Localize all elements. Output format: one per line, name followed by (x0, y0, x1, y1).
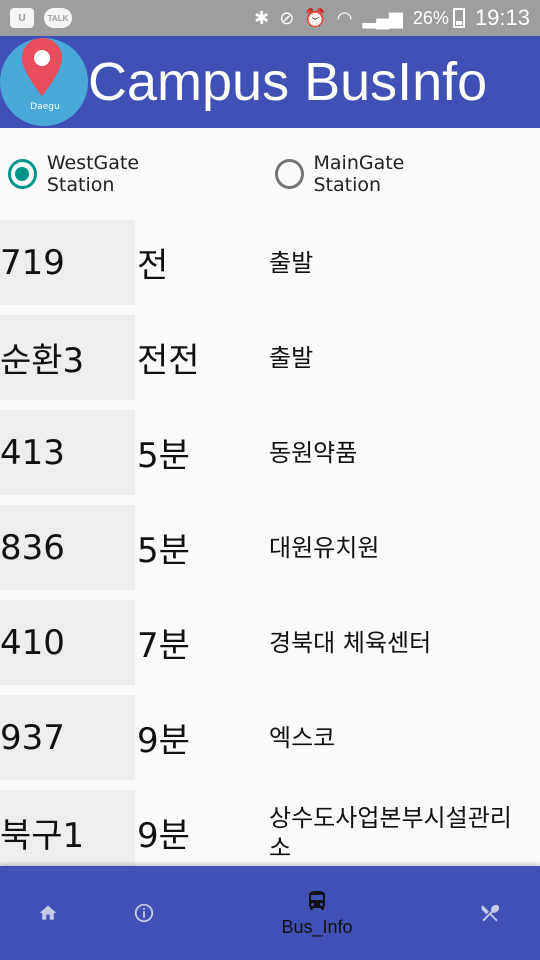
app-bar: Daegu Campus BusInfo (0, 36, 540, 128)
bus-location: 출발 (269, 248, 314, 277)
radio-maingate[interactable]: MainGate Station (274, 152, 470, 196)
location-pin-icon (22, 38, 62, 96)
list-item[interactable]: 719 전 출발 (0, 220, 540, 305)
bus-location: 경북대 체육센터 (269, 628, 432, 657)
radio-unchecked-icon (274, 159, 304, 189)
bus-number: 413 (0, 410, 135, 495)
bus-arrival: 전 (137, 246, 169, 286)
bus-number: 410 (0, 600, 135, 685)
bus-location: 엑스코 (269, 723, 336, 752)
radio-maingate-label: MainGate Station (313, 152, 405, 196)
bus-arrival: 5분 (137, 531, 190, 571)
list-item[interactable]: 순환3 전전 출발 (0, 315, 540, 400)
nav-restaurant[interactable] (468, 866, 512, 960)
talk-icon: TALK (44, 8, 72, 28)
battery-percent: 26% (412, 7, 449, 28)
nav-home[interactable] (26, 866, 70, 960)
bluetooth-icon: ✱ (254, 7, 270, 28)
bus-number: 836 (0, 505, 135, 590)
wifi-icon: ◠ (336, 7, 353, 28)
nav-bus-info[interactable]: Bus_Info (262, 866, 372, 960)
bus-list: 719 전 출발 순환3 전전 출발 413 5분 동원약품 836 5분 대원… (0, 220, 540, 885)
bus-icon (309, 890, 325, 910)
status-bar: U TALK ✱ ⊘ ⏰ ◠ ▂▄▆ 26% 19:13 (0, 0, 540, 36)
list-item[interactable]: 937 9분 엑스코 (0, 695, 540, 780)
restaurant-icon (481, 904, 500, 922)
nav-info[interactable] (122, 866, 166, 960)
bus-location: 상수도사업본부시설관리소 (269, 803, 512, 862)
bus-arrival: 5분 (137, 436, 190, 476)
list-item[interactable]: 836 5분 대원유치원 (0, 505, 540, 590)
signal-icon: ▂▄▆ (362, 7, 403, 28)
home-icon (39, 905, 57, 920)
radio-westgate-label: WestGate Station (46, 152, 140, 196)
info-icon (134, 903, 154, 923)
battery-icon (452, 8, 465, 28)
list-item[interactable]: 북구1 9분 상수도사업본부시설관리소 (0, 790, 540, 875)
nav-bus-info-label: Bus_Info (281, 916, 353, 937)
bus-location: 출발 (269, 343, 314, 372)
bus-location: 동원약품 (269, 438, 358, 467)
radio-westgate[interactable]: WestGate Station (8, 152, 205, 196)
battery-indicator: 26% (413, 8, 465, 29)
alarm-icon: ⏰ (304, 7, 327, 28)
bus-arrival: 7분 (137, 626, 190, 666)
bus-number: 순환3 (0, 315, 135, 400)
radio-checked-icon (8, 159, 37, 189)
bus-arrival: 9분 (137, 816, 190, 856)
bus-location: 대원유치원 (269, 533, 380, 562)
page-title: Campus BusInfo (88, 52, 488, 112)
app-logo: Daegu (0, 38, 88, 126)
clock: 19:13 (474, 5, 530, 30)
u-app-icon: U (10, 8, 34, 28)
bus-arrival: 전전 (137, 341, 200, 381)
bus-number: 937 (0, 695, 135, 780)
bottom-navigation: Bus_Info (0, 866, 540, 960)
bus-arrival: 9분 (137, 721, 190, 761)
list-item[interactable]: 413 5분 동원약품 (0, 410, 540, 495)
mute-icon: ⊘ (279, 7, 295, 28)
station-selector: WestGate Station MainGate Station (0, 150, 540, 198)
bus-number: 북구1 (0, 790, 135, 875)
bus-number: 719 (0, 220, 135, 305)
list-item[interactable]: 410 7분 경북대 체육센터 (0, 600, 540, 685)
logo-text: Daegu (30, 102, 60, 112)
